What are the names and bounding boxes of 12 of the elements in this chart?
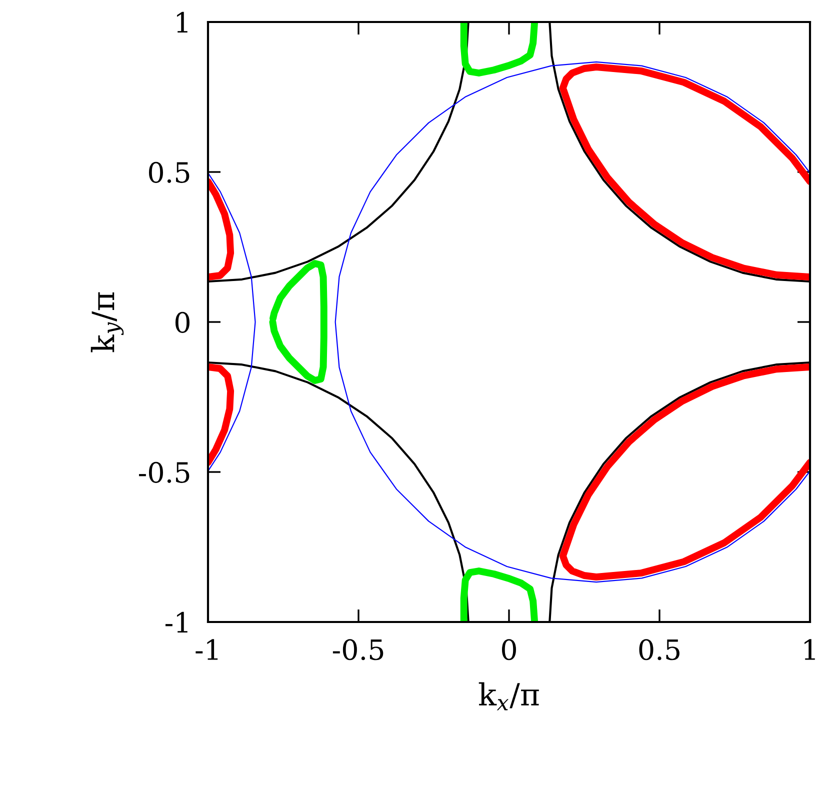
x-tick-label: -0.5 [332, 639, 384, 660]
x-tick-label: 1 [804, 639, 815, 660]
x-tick-label: 0.5 [639, 639, 680, 660]
x-tick-label: -1 [196, 639, 218, 660]
y-tick-label: -1 [165, 612, 188, 633]
y-axis-title: k$_{y}$/π [90, 292, 124, 352]
y-tick-label: 0.5 [148, 162, 190, 183]
y-tick-label: -0.5 [138, 462, 190, 483]
x-tick-label: 0 [502, 639, 516, 660]
x-axis-title: k$_{x}$/π [478, 682, 539, 710]
y-tick-label: 1 [177, 12, 188, 33]
y-tick-label: 0 [175, 312, 190, 333]
